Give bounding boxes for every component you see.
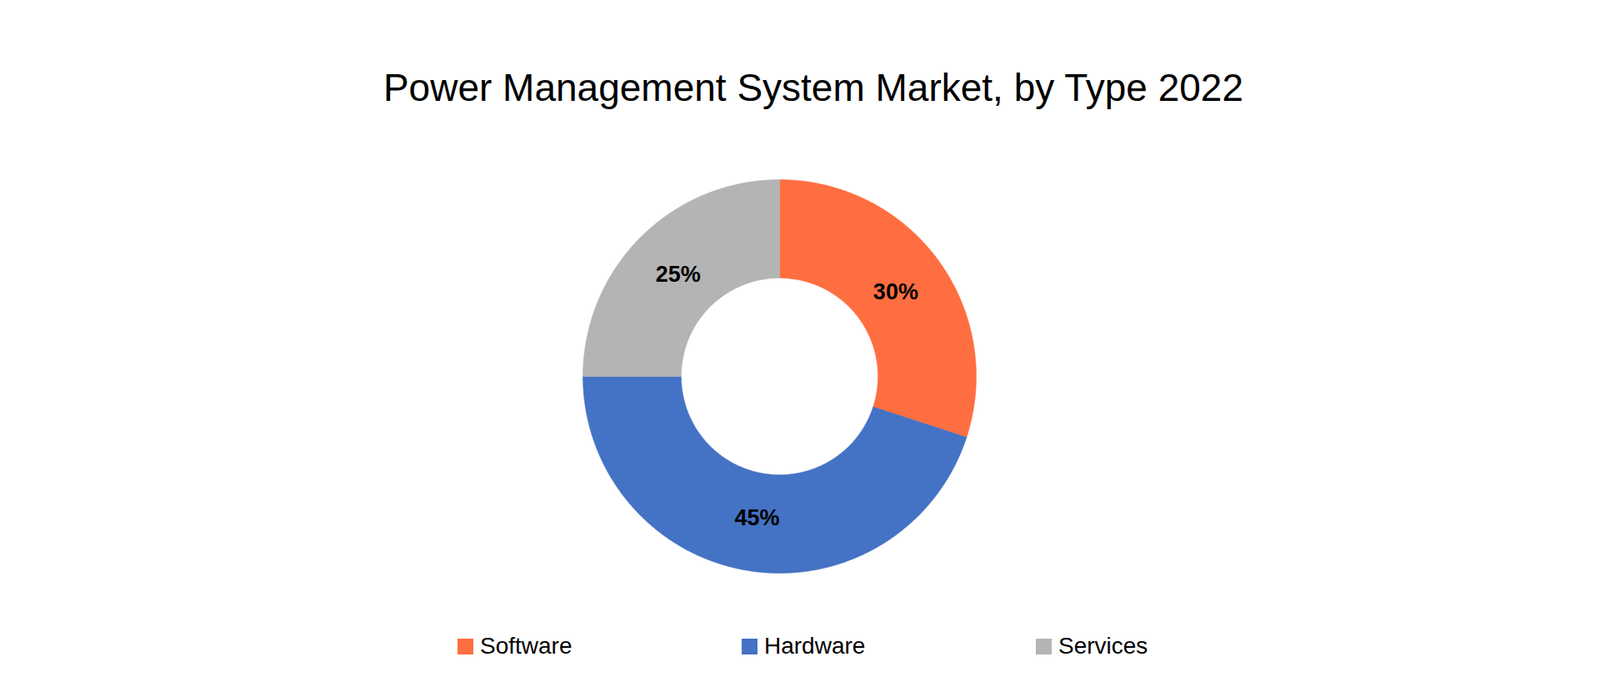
html-text:Software: Software [480,632,573,659]
svg-text:45%: 45% [735,505,780,530]
svg-text:25%: 25% [655,261,701,287]
html-text:Power Management System Market: Power Management System Market, by Type … [383,65,1244,110]
html-text:Services: Services [1058,632,1148,659]
svg-text:30%: 30% [873,279,919,305]
html-text:Hardware: Hardware [764,632,866,659]
